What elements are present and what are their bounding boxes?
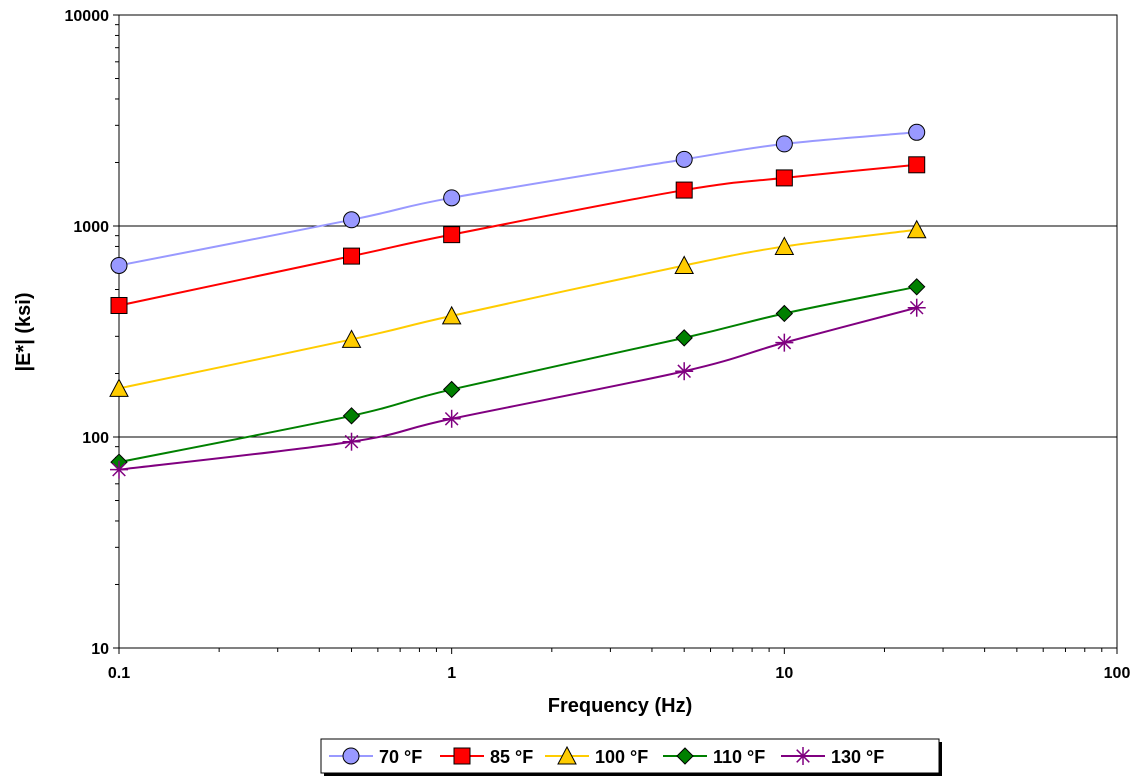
data-point [775,169,793,187]
legend-label: 85 °F [490,747,533,767]
data-point [907,298,926,317]
data-point [109,378,129,397]
data-point [675,329,693,347]
legend-marker [342,747,360,765]
data-point [110,256,128,274]
data-point [675,362,694,381]
series-2 [109,219,927,397]
data-point [342,432,361,451]
x-tick-label: 100 [1104,665,1131,682]
legend-label: 70 °F [379,747,422,767]
series-1 [110,156,926,314]
star-stroke [677,364,692,379]
series-0 [110,123,926,274]
x-tick-label: 1 [447,665,456,682]
series-line [118,285,917,464]
axes: 10 100 1000 10000 0.1 1 10 100 [65,8,1131,682]
data-point [906,219,927,239]
legend-box [320,738,940,774]
y-axis-title: |E*| (ksi) [13,293,35,372]
x-tick-label: 0.1 [108,665,130,682]
data-point [343,247,361,265]
legend-entry: 85 °F [440,747,533,767]
data-point [341,329,362,348]
legend-marker [676,747,694,765]
data-point [908,278,926,296]
gridlines [119,225,1117,438]
data-point [443,226,461,244]
legend-label: 100 °F [595,747,648,767]
data-point [908,123,926,141]
data-point [775,333,794,352]
data-point [343,211,361,229]
series-4 [110,298,926,479]
y-tick-label: 10000 [65,8,110,25]
star-stroke [777,335,792,350]
plot-area-frame [118,14,1118,649]
star-stroke [344,434,359,449]
legend-marker [453,747,471,765]
data-point [442,409,461,428]
star-stroke [112,462,126,477]
legend: 70 °F 85 °F 100 °F 110 °F 130 °F [320,738,942,776]
series-line [118,306,917,471]
x-axis-title: Frequency (Hz) [548,695,692,717]
data-point [674,255,695,274]
star-stroke [796,749,810,763]
data-point [675,181,693,199]
data-point [675,150,693,168]
legend-entry: 100 °F [545,745,648,767]
y-tick-label: 1000 [73,219,109,236]
data-point [908,156,926,174]
legend-label: 110 °F [713,747,765,767]
series-lines [109,123,927,479]
legend-marker [794,747,812,765]
series-3 [110,278,926,471]
y-tick-label: 100 [82,430,109,447]
legend-entry: 70 °F [329,747,422,767]
legend-marker [557,745,577,765]
data-point [443,189,461,207]
data-point [110,460,128,479]
data-point [442,380,461,399]
legend-entry: 110 °F [663,747,765,767]
legend-entry: 130 °F [781,747,884,767]
x-tick-label: 10 [775,665,793,682]
star-stroke [444,411,459,426]
y-tick-label: 10 [91,641,109,658]
data-point [775,135,793,153]
data-point [774,236,795,255]
legend-label: 130 °F [831,747,884,767]
data-point [342,407,361,425]
data-point [441,305,462,325]
series-line [118,228,917,390]
data-point [110,296,128,314]
star-stroke [909,300,924,315]
data-point [775,304,794,323]
